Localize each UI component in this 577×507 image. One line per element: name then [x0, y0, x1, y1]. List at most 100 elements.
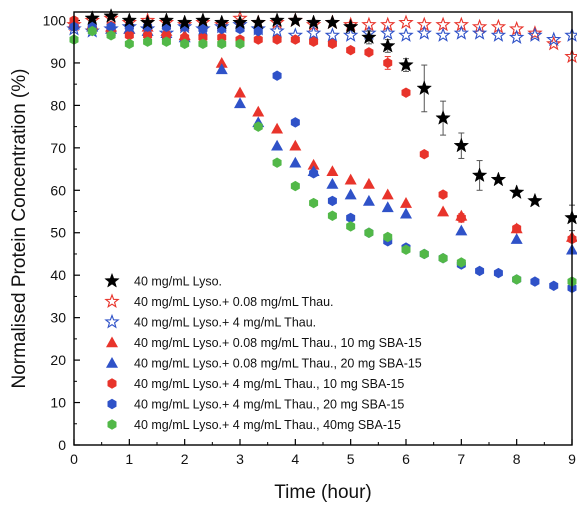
data-point [326, 177, 339, 189]
data-point [327, 195, 337, 207]
data-point [510, 233, 523, 244]
legend-marker [106, 357, 118, 368]
legend-marker [104, 272, 120, 288]
y-axis-label: Normalised Protein Concentration (%) [9, 69, 30, 389]
y-tick-label: 30 [50, 310, 66, 326]
data-point [438, 253, 448, 264]
data-point [361, 29, 377, 45]
legend-marker [107, 378, 117, 389]
data-point [250, 14, 267, 30]
data-point [381, 201, 394, 213]
legend-label: 40 mg/mL Lyso.+ 4 mg/mL Thau., 40mg SBA-… [134, 418, 401, 432]
y-tick-label: 90 [50, 55, 66, 71]
data-point [289, 156, 302, 168]
data-point [344, 173, 357, 185]
data-point [232, 14, 248, 30]
data-point [269, 12, 285, 28]
data-point [215, 56, 228, 68]
y-tick-label: 100 [43, 12, 67, 28]
data-point [490, 27, 507, 42]
data-point [235, 38, 245, 50]
legend-item: 40 mg/mL Lyso.+ 4 mg/mL Thau. [104, 313, 316, 330]
legend-label: 40 mg/mL Lyso.+ 0.08 mg/mL Thau., 20 mg … [134, 357, 422, 371]
y-tick-label: 40 [50, 267, 66, 283]
data-point [419, 248, 429, 260]
x-tick-label: 0 [70, 451, 78, 467]
data-point [309, 168, 319, 179]
data-point [272, 70, 282, 81]
data-point [401, 87, 411, 98]
data-point [198, 38, 208, 50]
data-point [401, 244, 411, 255]
data-point [438, 189, 448, 200]
data-point [305, 25, 322, 40]
legend-marker [106, 336, 118, 348]
data-point [180, 38, 190, 50]
series-7 [69, 25, 577, 287]
data-point [253, 121, 263, 132]
data-point [309, 36, 319, 47]
x-tick-label: 5 [347, 451, 355, 467]
data-point [381, 188, 394, 200]
series-4 [68, 18, 577, 255]
data-point [158, 12, 175, 28]
data-point [106, 21, 116, 33]
data-point [400, 197, 412, 208]
data-point [217, 38, 227, 50]
data-point [121, 12, 138, 28]
data-point [326, 165, 339, 176]
data-point [564, 209, 577, 225]
data-point [124, 30, 134, 41]
x-tick-label: 3 [236, 451, 244, 467]
x-tick-label: 6 [402, 451, 410, 467]
data-point [416, 25, 432, 40]
legend-label: 40 mg/mL Lyso.+ 4 mg/mL Thau., 10 mg SBA… [134, 377, 404, 391]
data-point [253, 34, 263, 45]
legend-item: 40 mg/mL Lyso. [104, 272, 222, 289]
legend-item: 40 mg/mL Lyso.+ 0.08 mg/mL Thau. [104, 293, 334, 309]
y-tick-label: 60 [50, 182, 66, 198]
data-point [324, 27, 341, 42]
data-point [475, 265, 485, 277]
data-point [106, 30, 116, 41]
data-point [379, 37, 396, 53]
data-point [456, 212, 466, 224]
plot-area [66, 8, 577, 294]
x-tick-label: 2 [181, 451, 189, 467]
data-point [471, 167, 488, 183]
y-tick-label: 10 [50, 395, 66, 411]
data-point [527, 27, 543, 42]
x-axis-label: Time (hour) [274, 482, 371, 503]
data-point [400, 207, 412, 219]
data-point [527, 192, 543, 208]
data-point [124, 38, 134, 50]
data-point [327, 38, 337, 50]
data-point [549, 280, 559, 292]
data-point [490, 171, 507, 187]
data-point [508, 184, 525, 200]
data-point [530, 276, 540, 287]
data-point [527, 25, 543, 40]
data-point [383, 57, 393, 69]
data-point [419, 149, 429, 160]
y-tick-label: 20 [50, 352, 66, 368]
data-point [398, 14, 414, 30]
legend-label: 40 mg/mL Lyso.+ 0.08 mg/mL Thau. [134, 295, 334, 309]
data-point [546, 31, 562, 47]
data-point [437, 205, 450, 217]
data-point [342, 18, 359, 34]
data-point [362, 194, 375, 206]
data-point [139, 14, 156, 30]
y-tick-label: 50 [50, 225, 66, 241]
data-point [234, 86, 246, 98]
data-point [364, 47, 374, 58]
data-point [398, 27, 414, 42]
data-point [272, 157, 282, 168]
data-point [344, 188, 357, 200]
data-point [253, 25, 263, 37]
data-point [271, 139, 284, 151]
data-point [290, 34, 300, 45]
series-5 [69, 15, 577, 245]
data-point [398, 56, 414, 72]
